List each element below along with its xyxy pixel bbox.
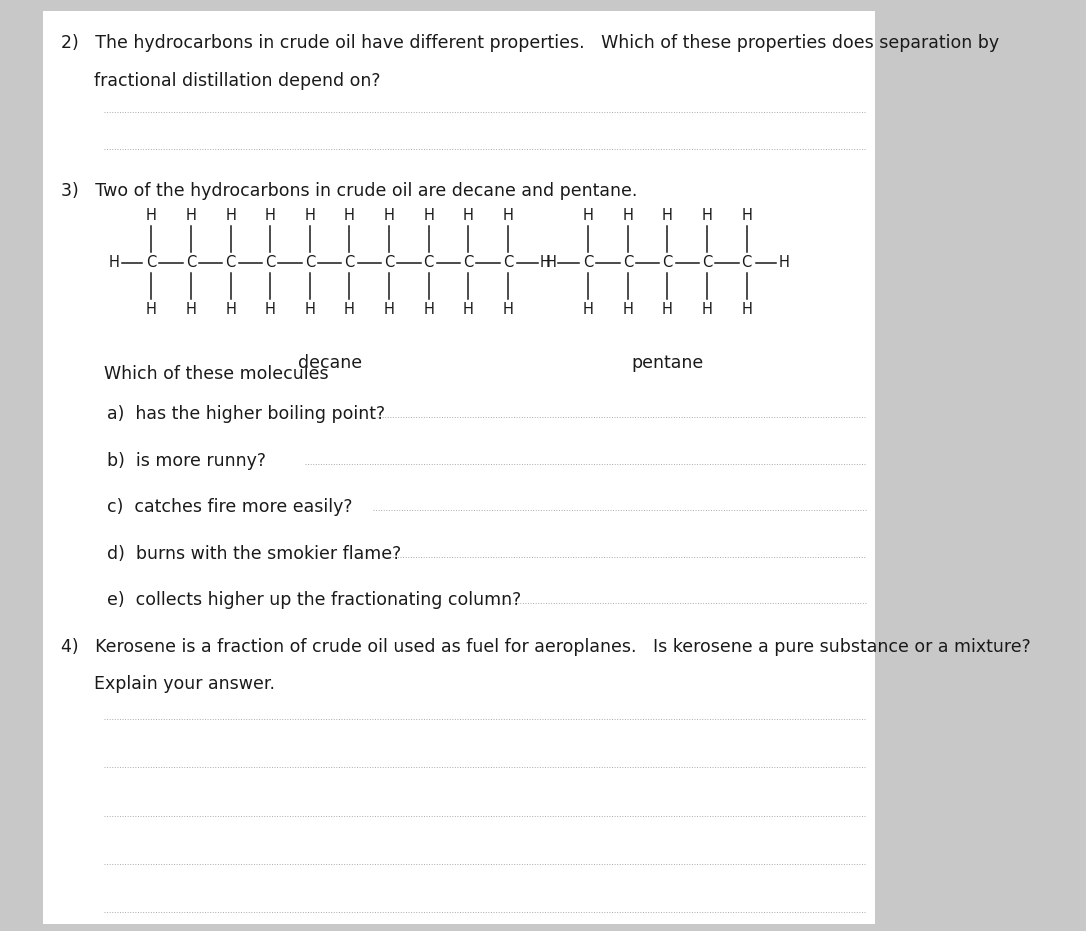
Text: C: C — [305, 255, 315, 270]
Text: H: H — [540, 255, 551, 270]
Text: decane: decane — [298, 354, 362, 371]
Text: C: C — [226, 255, 236, 270]
Text: C: C — [186, 255, 197, 270]
Text: H: H — [583, 302, 594, 317]
Text: H: H — [503, 302, 514, 317]
Text: H: H — [463, 209, 473, 223]
Text: H: H — [225, 302, 236, 317]
Text: H: H — [702, 209, 712, 223]
Text: Explain your answer.: Explain your answer. — [61, 675, 275, 693]
Text: H: H — [109, 255, 119, 270]
Text: Which of these molecules: Which of these molecules — [103, 365, 328, 383]
Text: b)  is more runny?: b) is more runny? — [108, 452, 266, 469]
Text: H: H — [583, 209, 594, 223]
Text: H: H — [622, 302, 633, 317]
Text: H: H — [344, 209, 355, 223]
Text: H: H — [546, 255, 557, 270]
Text: e)  collects higher up the fractionating column?: e) collects higher up the fractionating … — [108, 591, 521, 609]
Text: H: H — [503, 209, 514, 223]
Text: H: H — [779, 255, 790, 270]
Text: H: H — [742, 209, 753, 223]
Text: H: H — [304, 209, 315, 223]
Text: H: H — [225, 209, 236, 223]
Text: C: C — [464, 255, 473, 270]
Text: H: H — [304, 302, 315, 317]
Text: C: C — [583, 255, 593, 270]
Text: 3)   Two of the hydrocarbons in crude oil are decane and pentane.: 3) Two of the hydrocarbons in crude oil … — [61, 182, 637, 199]
Text: a)  has the higher boiling point?: a) has the higher boiling point? — [108, 405, 386, 423]
Text: H: H — [146, 209, 156, 223]
Text: H: H — [383, 302, 394, 317]
Text: C: C — [344, 255, 355, 270]
Text: H: H — [702, 302, 712, 317]
Text: H: H — [662, 209, 673, 223]
Text: H: H — [383, 209, 394, 223]
Text: 4)   Kerosene is a fraction of crude oil used as fuel for aeroplanes.   Is keros: 4) Kerosene is a fraction of crude oil u… — [61, 638, 1031, 655]
Text: H: H — [742, 302, 753, 317]
Text: C: C — [265, 255, 276, 270]
Text: H: H — [265, 302, 276, 317]
Text: 2)   The hydrocarbons in crude oil have different properties.   Which of these p: 2) The hydrocarbons in crude oil have di… — [61, 34, 999, 52]
Text: H: H — [186, 302, 197, 317]
Text: C: C — [662, 255, 672, 270]
Text: C: C — [384, 255, 394, 270]
FancyBboxPatch shape — [43, 11, 875, 924]
Text: fractional distillation depend on?: fractional distillation depend on? — [61, 72, 381, 89]
Text: C: C — [742, 255, 752, 270]
Text: pentane: pentane — [631, 354, 704, 371]
Text: H: H — [186, 209, 197, 223]
Text: C: C — [702, 255, 712, 270]
Text: H: H — [424, 302, 434, 317]
Text: c)  catches fire more easily?: c) catches fire more easily? — [108, 498, 353, 516]
Text: H: H — [622, 209, 633, 223]
Text: H: H — [344, 302, 355, 317]
Text: H: H — [265, 209, 276, 223]
Text: H: H — [146, 302, 156, 317]
Text: C: C — [147, 255, 156, 270]
Text: H: H — [662, 302, 673, 317]
Text: H: H — [463, 302, 473, 317]
Text: H: H — [424, 209, 434, 223]
Text: C: C — [503, 255, 513, 270]
Text: d)  burns with the smokier flame?: d) burns with the smokier flame? — [108, 545, 402, 562]
Text: C: C — [424, 255, 433, 270]
Text: C: C — [622, 255, 633, 270]
